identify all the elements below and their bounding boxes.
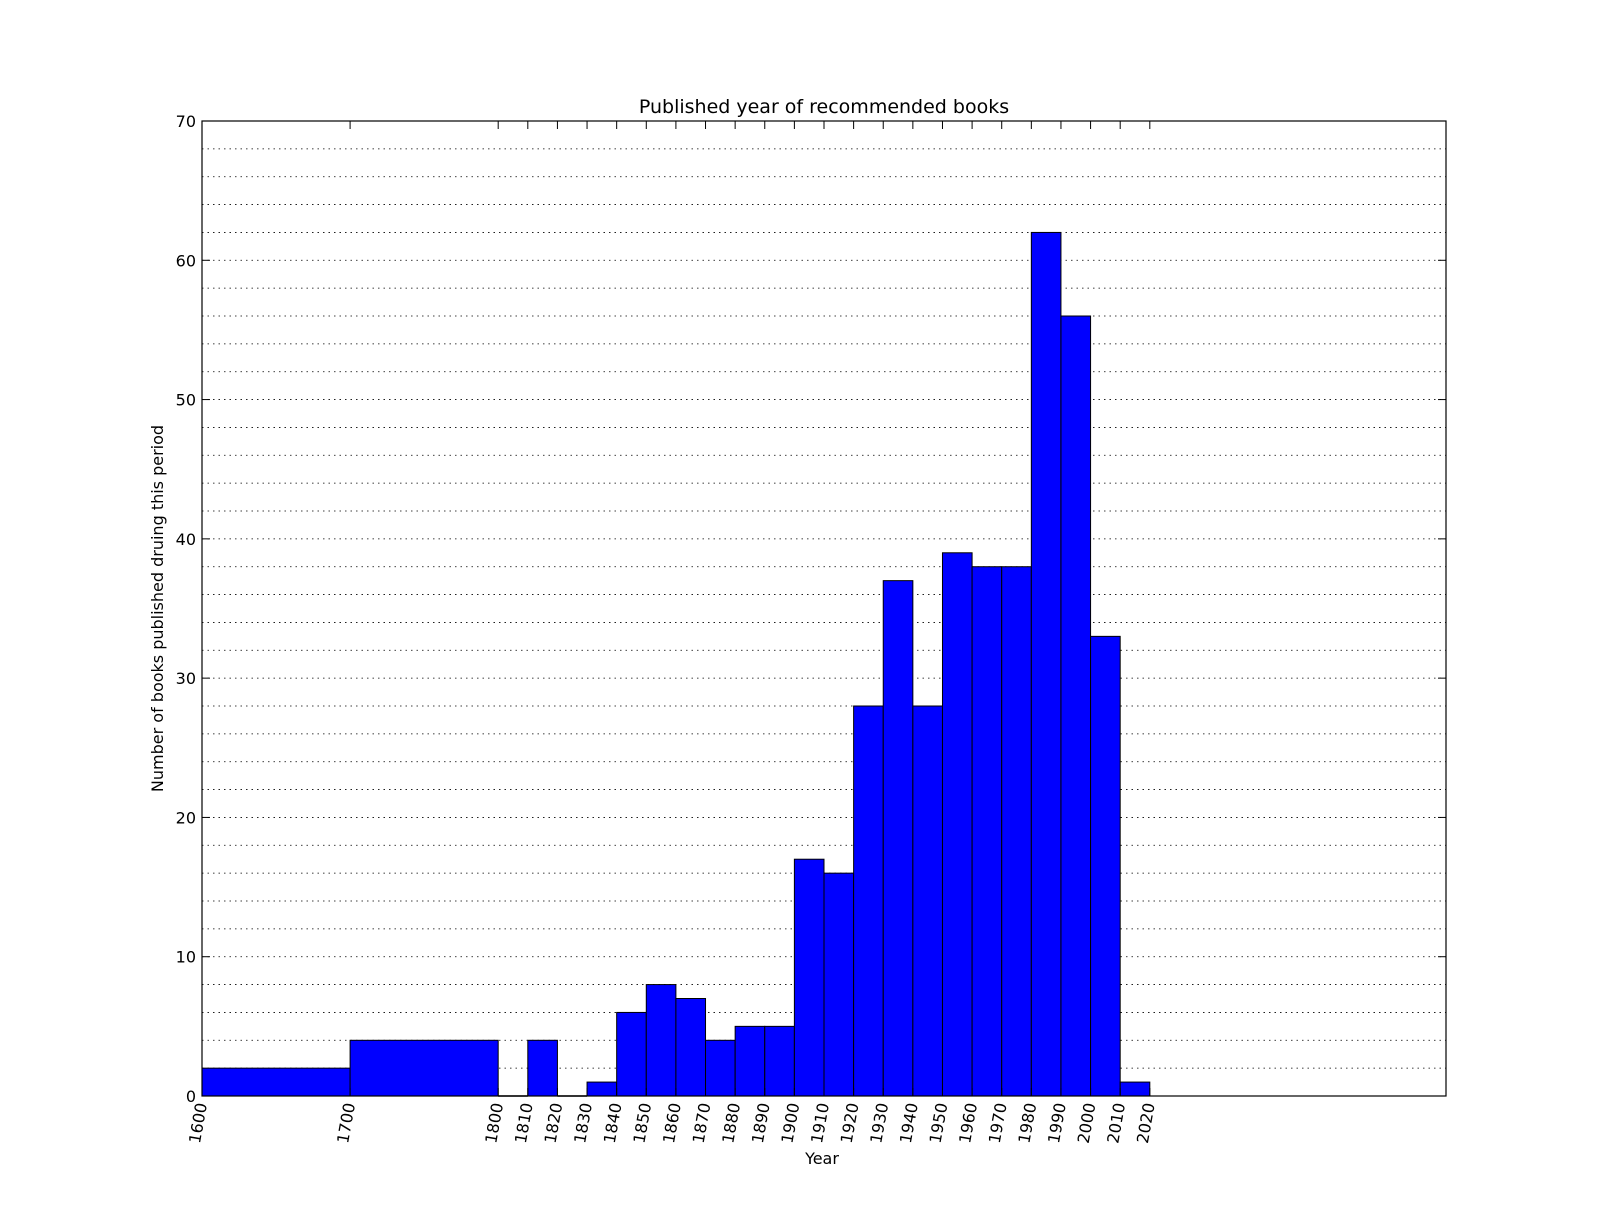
y-axis-label: Number of books published druing this pe… <box>148 425 167 792</box>
x-tick-label: 1870 <box>689 1101 715 1144</box>
bar <box>1030 231 1062 1097</box>
bar <box>349 1039 499 1097</box>
y-tick-label: 50 <box>176 391 196 410</box>
x-tick-label: 1840 <box>600 1101 626 1144</box>
x-tick-label: 1900 <box>778 1101 804 1144</box>
bar <box>882 580 914 1097</box>
x-tick-label: 1910 <box>807 1101 833 1144</box>
bar <box>734 1025 766 1097</box>
bar <box>616 1011 647 1097</box>
x-tick-label: 1920 <box>837 1101 863 1144</box>
y-tick-label: 40 <box>176 530 196 549</box>
x-tick-label: 1890 <box>748 1101 774 1144</box>
x-tick-label: 1810 <box>511 1101 537 1144</box>
x-axis-label: Year <box>804 1149 839 1168</box>
x-tick-label: 1600 <box>185 1101 211 1144</box>
x-tick-label: 1990 <box>1044 1101 1070 1144</box>
y-tick-label: 70 <box>176 112 196 131</box>
bar <box>764 1025 795 1097</box>
bar <box>527 1039 558 1097</box>
x-tick-label: 1930 <box>866 1101 892 1144</box>
chart-title: Published year of recommended books <box>639 96 1009 118</box>
x-tick-label: 1940 <box>896 1101 922 1144</box>
bar <box>1119 1081 1151 1097</box>
x-tick-label: 2000 <box>1074 1101 1100 1144</box>
bar <box>941 552 973 1097</box>
x-tick-label: 2020 <box>1133 1101 1159 1144</box>
bar <box>1001 566 1032 1097</box>
x-tick-label: 1830 <box>570 1101 596 1144</box>
bar <box>1060 315 1092 1097</box>
x-tick-label: 1980 <box>1014 1101 1040 1144</box>
bar <box>645 984 677 1097</box>
bar <box>586 1081 618 1097</box>
bar <box>971 566 1003 1097</box>
bar <box>705 1039 736 1097</box>
x-tick-label: 2010 <box>1103 1101 1129 1144</box>
x-tick-label: 1880 <box>718 1101 744 1144</box>
y-tick-label: 60 <box>176 251 196 270</box>
x-tick-label: 1960 <box>955 1101 981 1144</box>
x-tick-label: 1860 <box>659 1101 685 1144</box>
bar <box>201 1067 351 1097</box>
bar <box>675 998 707 1097</box>
y-tick-label: 0 <box>186 1087 196 1106</box>
y-tick-label: 20 <box>176 808 196 827</box>
x-tick-label: 1700 <box>333 1101 359 1144</box>
bars <box>201 231 1151 1097</box>
plot-frame <box>201 120 1447 1097</box>
x-tick-label: 1850 <box>629 1101 655 1144</box>
x-tick-label: 1970 <box>985 1101 1011 1144</box>
bar <box>1090 635 1121 1097</box>
bar <box>823 872 855 1097</box>
x-tick-label: 1950 <box>926 1101 952 1144</box>
y-tick-label: 10 <box>176 948 196 967</box>
bar <box>912 705 943 1097</box>
bar <box>853 705 884 1097</box>
x-tick-label: 1820 <box>541 1101 567 1144</box>
bar <box>793 858 825 1097</box>
y-tick-label: 30 <box>176 669 196 688</box>
x-tick-label: 1800 <box>481 1101 507 1144</box>
